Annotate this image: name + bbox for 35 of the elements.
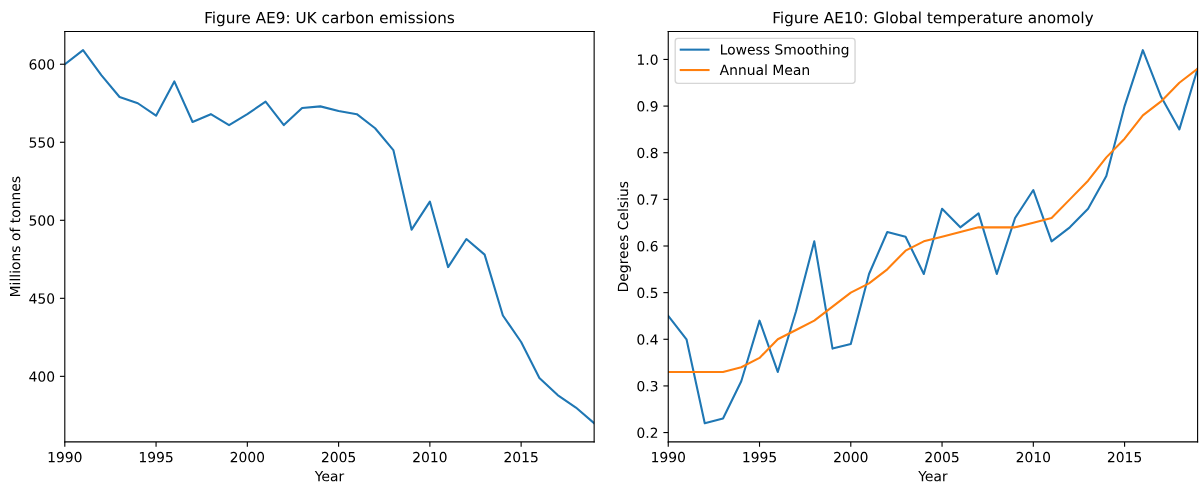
x-tick-label: 2000 — [230, 451, 265, 463]
x-tick-label: 1995 — [139, 451, 173, 463]
legend-label: Annual Mean — [719, 64, 809, 76]
x-tick-label: 2015 — [1107, 451, 1142, 463]
y-tick-label: 600 — [29, 59, 55, 70]
y-tick-label: 0.4 — [637, 334, 658, 345]
y-tick-label: 500 — [29, 215, 55, 226]
x-tick-label: 2010 — [1016, 451, 1051, 463]
legend-label: Lowess Smoothing — [721, 43, 849, 58]
y-tick-label: 550 — [29, 137, 55, 148]
x-axis-title: Year — [918, 471, 948, 482]
y-tick-label: 400 — [29, 371, 55, 382]
y-axis-title: Degrees Celsius — [617, 181, 631, 292]
chart-title: Figure AE10: Global temperature anomoly — [773, 11, 1094, 27]
y-tick-label: 1.0 — [637, 54, 658, 65]
y-tick-label: 0.5 — [637, 287, 658, 299]
y-axis-title: Millions of tonnes — [9, 176, 21, 297]
y-tick-label: 450 — [29, 293, 55, 304]
chart-title: Figure AE9: UK carbon emissions — [205, 11, 455, 27]
y-tick-label: 0.8 — [637, 147, 658, 159]
y-tick-label: 0.3 — [637, 380, 658, 392]
x-tick-label: 1995 — [743, 451, 776, 463]
line-series — [64, 49, 595, 425]
y-tick-label: 0.2 — [637, 427, 658, 439]
y-tick-label: 0.7 — [637, 194, 658, 205]
x-tick-label: 2010 — [413, 451, 447, 463]
x-tick-label: 2005 — [925, 451, 959, 463]
y-tick-label: 0.9 — [637, 101, 658, 112]
x-tick-label: 2005 — [321, 451, 356, 463]
x-tick-label: 2015 — [504, 451, 538, 463]
x-tick-label: 1990 — [48, 451, 82, 463]
x-tick-label: 1990 — [652, 451, 685, 463]
x-tick-label: 2000 — [834, 451, 868, 463]
x-axis-title: Year — [314, 471, 345, 482]
y-tick-label: 0.6 — [637, 240, 658, 252]
